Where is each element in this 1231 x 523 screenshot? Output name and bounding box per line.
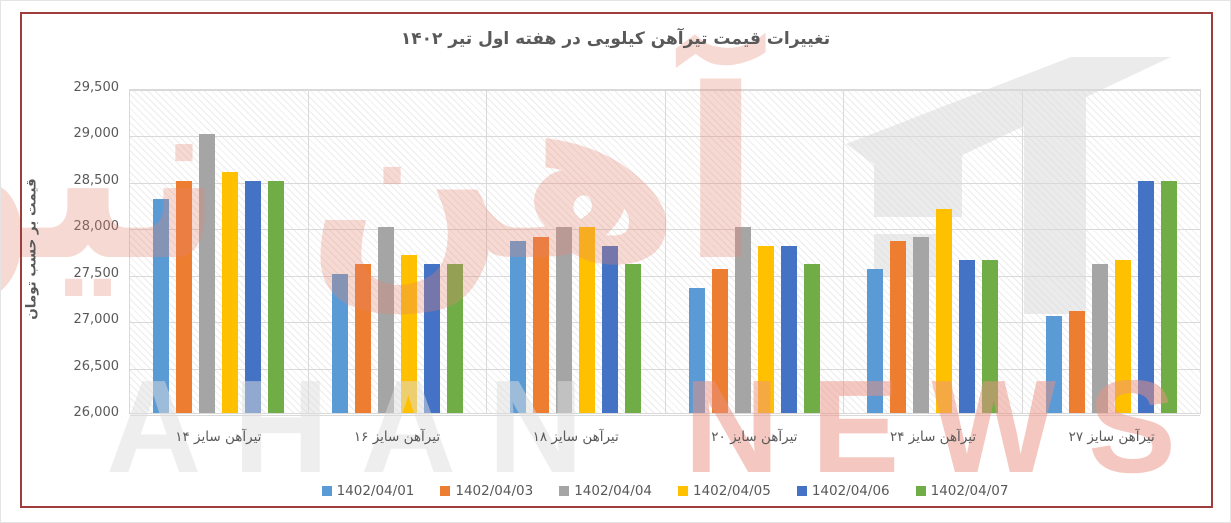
bar-1402/04/01 [510, 241, 527, 413]
bar-group [307, 90, 487, 413]
bar-1402/04/05 [757, 245, 774, 413]
y-tick-label: 29,500 [73, 80, 120, 95]
legend: 1402/04/01 1402/04/03 1402/04/04 1402/04/05… [129, 483, 1201, 499]
legend-item: 1402/04/06 [796, 483, 890, 499]
bar-1402/04/05 [579, 227, 596, 413]
bar-1402/04/06 [245, 180, 262, 413]
bar-1402/04/06 [780, 245, 797, 413]
bar-group [664, 90, 844, 413]
bar-1402/04/07 [982, 259, 999, 413]
bar-1402/04/01 [867, 269, 884, 413]
legend-swatch [321, 486, 332, 496]
bar-1402/04/07 [268, 180, 285, 413]
bar-1402/04/01 [331, 273, 348, 413]
bar-1402/04/03 [1068, 310, 1085, 413]
bar-1402/04/06 [959, 259, 976, 413]
legend-swatch [796, 486, 807, 496]
bar-1402/04/05 [936, 208, 953, 413]
legend-label: 1402/04/07 [930, 483, 1009, 499]
bar-1402/04/07 [446, 264, 463, 413]
y-axis-title: قیمت بر حسب تومان [23, 178, 40, 320]
category-label: تیرآهن سایز ۱۴ [175, 429, 262, 445]
x-axis-category-labels: تیرآهن سایز ۱۴ تیرآهن سایز ۱۶ تیرآهن سایز … [129, 429, 1201, 445]
bar-series-area [130, 90, 1200, 413]
bar-1402/04/04 [913, 236, 930, 413]
y-tick-label: 29,000 [73, 126, 120, 142]
bar-group [130, 90, 308, 413]
legend-swatch [440, 486, 451, 496]
legend-item: 1402/04/05 [678, 483, 771, 499]
y-tick-label: 26,500 [73, 358, 120, 374]
legend-swatch [678, 486, 688, 496]
bar-1402/04/03 [354, 264, 371, 413]
legend-item: 1402/04/01 [321, 483, 415, 499]
chart-title: تغییرات قیمت تیرآهن کیلویی در هفته اول ت… [400, 29, 831, 49]
legend-label: 1402/04/01 [336, 483, 415, 499]
category-label: تیرآهن سایز ۲۴ [889, 429, 977, 445]
y-tick-label: 27,500 [73, 265, 120, 281]
legend-item: 1402/04/03 [440, 483, 533, 499]
bar-1402/04/05 [222, 171, 239, 413]
category-label: تیرآهن سایز ۱۸ [532, 429, 619, 445]
y-tick-label: 27,000 [73, 312, 120, 328]
bar-1402/04/04 [1091, 264, 1108, 413]
y-axis-tick-labels: 26,000 26,500 27,000 27,500 28,000 28,500 29,0… [1, 1, 121, 522]
bar-1402/04/01 [688, 287, 705, 413]
bar-group [486, 90, 665, 413]
gridline [130, 415, 1200, 416]
bar-1402/04/01 [153, 199, 170, 413]
bar-1402/04/07 [1160, 180, 1177, 413]
y-tick-label: 28,500 [73, 172, 120, 188]
bar-1402/04/07 [803, 264, 820, 413]
legend-item: 1402/04/04 [559, 483, 652, 499]
bar-group [843, 90, 1022, 413]
legend-label: 1402/04/05 [693, 483, 771, 499]
bar-1402/04/05 [1114, 259, 1131, 413]
bar-1402/04/03 [711, 269, 728, 413]
y-tick-label: 28,000 [73, 219, 120, 235]
legend-item: 1402/04/07 [915, 483, 1009, 499]
bar-1402/04/06 [1137, 180, 1154, 413]
bar-1402/04/01 [1045, 315, 1062, 413]
bar-1402/04/03 [176, 180, 193, 413]
bar-1402/04/03 [533, 236, 550, 413]
bar-1402/04/04 [199, 134, 216, 413]
category-label: تیرآهن سایز ۲۰ [711, 429, 798, 445]
bar-1402/04/04 [734, 227, 751, 413]
plot-area [129, 89, 1201, 416]
legend-label: 1402/04/06 [811, 483, 890, 499]
category-label: تیرآهن سایز ۲۷ [1068, 429, 1155, 445]
bar-1402/04/05 [400, 255, 417, 413]
bar-group [1021, 90, 1201, 413]
legend-label: 1402/04/04 [574, 483, 652, 499]
bar-1402/04/04 [556, 227, 573, 413]
legend-swatch [915, 486, 926, 496]
bar-1402/04/04 [377, 227, 394, 413]
y-tick-label: 26,000 [73, 405, 120, 420]
bar-1402/04/07 [625, 264, 642, 413]
legend-swatch [559, 486, 570, 496]
bar-1402/04/06 [423, 264, 440, 413]
category-label: تیرآهن سایز ۱۶ [353, 429, 441, 445]
bar-1402/04/06 [602, 245, 619, 413]
bar-1402/04/03 [890, 241, 907, 413]
legend-label: 1402/04/03 [455, 483, 534, 499]
